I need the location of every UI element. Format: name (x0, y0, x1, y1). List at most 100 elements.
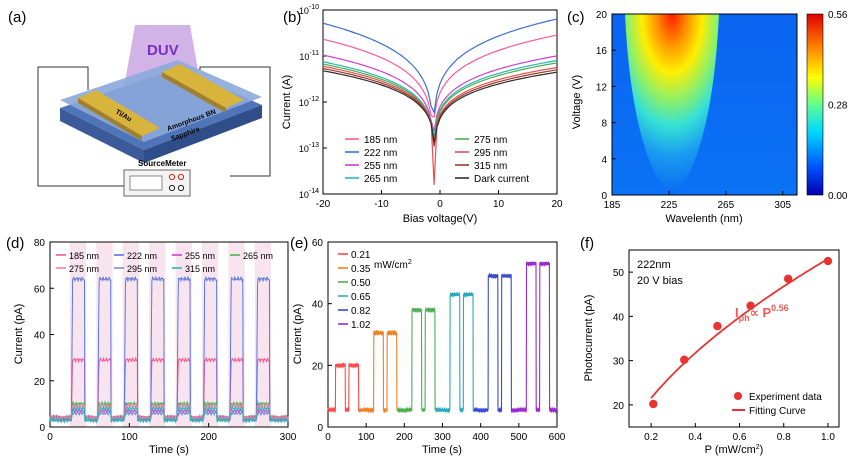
legend-f: Experiment data Fitting Curve (732, 392, 822, 417)
legend-label-fit: Fitting Curve (749, 406, 806, 417)
duv-label: DUV (147, 42, 179, 59)
legend-label-e: 0.21 (351, 250, 371, 261)
x-tick-label-c: 225 (661, 200, 678, 211)
iv-curve (322, 34, 558, 118)
power-trace (358, 329, 399, 414)
panel-label-d: (d) (6, 235, 24, 252)
data-point (713, 321, 722, 331)
colorbar-tick-label: 0.28 (828, 101, 848, 112)
y-axis-title-f: Photocurrent (pA) (583, 295, 595, 382)
panel-d: (d) 0 100 200 300 0 20 40 60 80 185 nm 222 nm 255 … (6, 235, 297, 456)
plot-area-f (628, 249, 840, 428)
y-tick-label-c: 0 (601, 191, 607, 202)
x-tick-label-d: 100 (121, 432, 138, 443)
y-tick-label-b: 10-12 (299, 96, 319, 108)
y-axis-title-d: Current (pA) (13, 304, 25, 365)
x-tick-label-e: 100 (358, 432, 375, 443)
wire-right (199, 66, 271, 177)
legend-b: 185 nm 222 nm 255 nm 265 nm 275 nm 295 nm 315 … (345, 135, 529, 185)
data-point (823, 256, 833, 266)
legend-unit-e: mW/cm2 (374, 259, 412, 271)
power-trace (327, 361, 360, 414)
iv-curve (322, 18, 558, 115)
y-tick-label-d: 0 (39, 423, 45, 434)
y-tick-label-c: 4 (601, 155, 607, 166)
x-axis-title-d: Time (s) (149, 444, 189, 456)
legend-label-b: Dark current (474, 174, 529, 185)
power-trace (396, 306, 437, 414)
wire-left (37, 66, 126, 187)
illumination-band (96, 242, 113, 427)
x-tick-label-e: 600 (549, 432, 566, 443)
illumination-shading-d (69, 242, 272, 427)
x-tick-label-e: 0 (325, 432, 331, 443)
x-tick-label-b: 10 (493, 199, 505, 210)
legend-label-d: 315 nm (185, 264, 215, 274)
x-tick-label-d: 300 (280, 432, 297, 443)
x-tick-label-d: 200 (200, 432, 217, 443)
colorbar-tick-label: 0.56 (828, 10, 848, 21)
x-tick-label-e: 200 (396, 432, 413, 443)
panel-label-f: (f) (580, 235, 594, 252)
power-trace (435, 291, 475, 414)
legend-label-points: Experiment data (749, 392, 822, 403)
series-lines-e (327, 260, 558, 414)
y-tick-label-e: 40 (312, 300, 324, 311)
panel-f: (f) 0.2 0.4 0.6 0.8 1.0 20 30 40 50 222nm 20 V b… (580, 235, 840, 456)
series-lines-b (322, 18, 558, 185)
y-tick-label-d: 20 (34, 377, 46, 388)
legend-label-b: 185 nm (364, 135, 397, 146)
x-tick-label-c: 305 (774, 200, 791, 211)
y-tick-label-d: 80 (34, 238, 46, 249)
data-point (649, 399, 658, 409)
x-tick-label-f: 0.2 (644, 432, 658, 443)
iv-curve (322, 70, 558, 143)
axis-ticks-e: 0 100 200 300 400 500 600 0 20 40 60 (312, 238, 566, 443)
x-tick-label-b: 0 (437, 199, 443, 210)
axis-ticks-b: -20 -10 0 10 20 10-14 10-13 10-12 10-11 10-10 (299, 4, 563, 210)
y-tick-label-e: 60 (312, 238, 324, 249)
y-axis-title-b: Current (A) (281, 75, 293, 129)
legend-label-e: 0.82 (351, 306, 371, 317)
iv-curve (322, 60, 558, 137)
electrode-left (78, 90, 160, 136)
panel-label-a: (a) (8, 9, 26, 26)
current-trace (49, 402, 289, 422)
y-tick-label-f: 40 (613, 312, 625, 323)
axis-ticks-c: 185 225 265 305 0 4 8 12 16 20 0.00 0.28 0.56 (596, 10, 848, 211)
y-tick-label-b: 10-11 (299, 50, 319, 62)
series-lines-d (49, 275, 289, 424)
y-tick-label-c: 12 (596, 82, 608, 93)
legend-label-b: 275 nm (474, 135, 507, 146)
data-point (680, 355, 689, 364)
x-axis-title-b: Bias voltage(V) (403, 213, 478, 225)
panel-label-e: (e) (290, 235, 308, 252)
y-tick-label-b: 10-10 (299, 4, 319, 16)
data-point (783, 274, 793, 283)
legend-label-e: 0.65 (351, 292, 371, 303)
illumination-band (175, 242, 192, 427)
y-tick-label-d: 60 (34, 284, 46, 295)
illumination-band (254, 242, 272, 427)
x-tick-label-c: 185 (604, 200, 621, 211)
illumination-band (149, 242, 166, 427)
y-tick-label-e: 20 (312, 361, 324, 372)
legend-label-b: 315 nm (474, 161, 507, 172)
legend-d: 185 nm 222 nm 255 nm 265 nm 275 nm 295 nm 315 … (56, 251, 273, 274)
y-tick-label-b: 10-14 (299, 188, 319, 200)
y-tick-label-c: 20 (596, 10, 608, 21)
power-trace (473, 272, 513, 414)
legend-label-e: 0.50 (351, 278, 371, 289)
legend-label-b: 265 nm (364, 174, 397, 185)
power-trace (511, 260, 558, 414)
legend-label-d: 265 nm (243, 251, 273, 261)
x-tick-label-c: 265 (718, 200, 735, 211)
power-law-formula: Iph∝ P0.56 (735, 303, 789, 323)
x-tick-label-b: -10 (374, 199, 389, 210)
x-axis-title-c: Wavelenth (nm) (665, 213, 742, 225)
y-tick-label-c: 16 (596, 46, 608, 57)
x-tick-label-e: 400 (472, 432, 489, 443)
legend-label-b: 295 nm (474, 148, 507, 159)
